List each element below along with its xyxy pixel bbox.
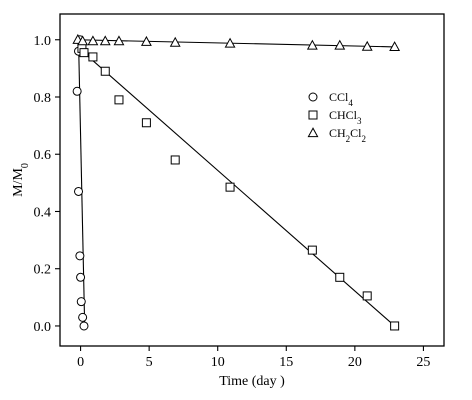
y-tick-label: 0.6: [34, 148, 52, 163]
data-point: [77, 35, 89, 46]
data-point: [88, 52, 98, 62]
data-point: [390, 321, 400, 331]
data-point: [78, 312, 88, 322]
data-point: [361, 40, 373, 51]
x-tick-label: 20: [348, 355, 362, 370]
data-point: [140, 35, 152, 46]
data-point: [307, 245, 317, 255]
x-axis-title: Time (day ): [219, 374, 285, 389]
fit-lines: [77, 39, 395, 327]
x-tick-label: 25: [416, 355, 430, 370]
y-tick-label: 1.0: [34, 34, 52, 49]
legend-marker: [308, 110, 318, 120]
y-axis-title: M/M0: [11, 163, 31, 197]
y-tick-label: 0.8: [34, 91, 52, 106]
data-point: [75, 251, 85, 261]
data-point: [87, 35, 99, 46]
x-tick-label: 10: [211, 355, 225, 370]
y-axis-ticks: 0.0 0.2 0.4 0.6 0.8 1.0: [34, 34, 60, 335]
fit-line: [77, 39, 86, 326]
data-point: [76, 297, 86, 307]
data-point: [114, 95, 124, 105]
data-point: [99, 35, 111, 46]
data-point: [334, 39, 346, 50]
x-axis-ticks: 0 5 10 15 20 25: [77, 346, 430, 370]
data-point: [335, 272, 345, 282]
legend-label: CCl4: [329, 90, 353, 108]
legend-label: CHCl3: [329, 108, 362, 126]
data-point: [362, 291, 372, 301]
data-point: [113, 35, 125, 46]
legend-label: CH2Cl2: [329, 126, 366, 144]
data-markers: [72, 33, 401, 331]
legend-marker: [307, 127, 319, 138]
y-tick-label: 0.4: [34, 205, 52, 220]
y-tick-label: 0.2: [34, 263, 52, 278]
data-point: [79, 321, 89, 331]
plot-frame: [59, 13, 445, 347]
x-tick-label: 5: [146, 355, 153, 370]
fit-line: [77, 39, 395, 48]
data-point: [389, 41, 401, 52]
data-point: [74, 186, 84, 196]
x-tick-label: 0: [77, 355, 84, 370]
data-point: [100, 66, 110, 76]
data-point: [76, 272, 86, 282]
y-tick-label: 0.0: [34, 320, 52, 335]
data-point: [169, 36, 181, 47]
data-point: [141, 118, 151, 128]
data-point: [224, 37, 236, 48]
data-point: [79, 48, 89, 58]
data-point: [306, 39, 318, 50]
data-point: [170, 155, 180, 165]
legend-marker: [308, 92, 318, 102]
x-tick-label: 15: [279, 355, 293, 370]
data-point: [225, 182, 235, 192]
data-point: [72, 86, 82, 96]
